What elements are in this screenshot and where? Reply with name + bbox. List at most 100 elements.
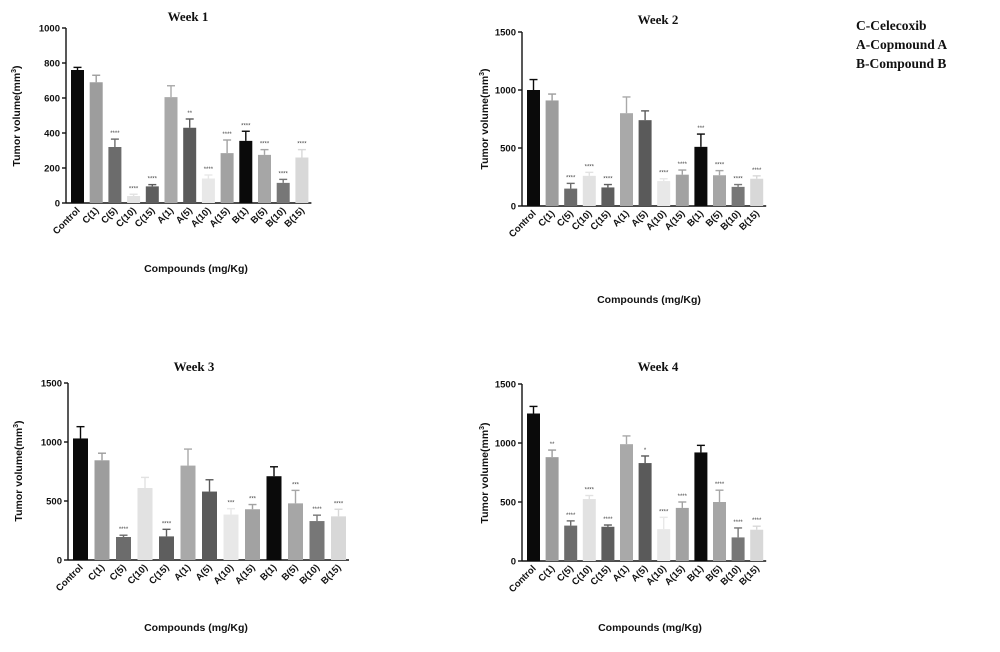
bar bbox=[694, 146, 708, 206]
x-tick-label: A(15) bbox=[208, 205, 233, 230]
y-axis-label-superscript: 3 bbox=[13, 424, 20, 428]
bar bbox=[657, 529, 671, 561]
y-tick-label: 1000 bbox=[39, 24, 60, 35]
x-tick-label: C(10) bbox=[570, 563, 595, 588]
significance-label: **** bbox=[204, 167, 214, 173]
legend-item-compound-a: A-Copmound A bbox=[856, 37, 948, 52]
y-axis-label-close: ) bbox=[479, 422, 491, 426]
y-axis-label: Tumor volume(mm3) bbox=[479, 68, 491, 169]
x-tick-label: Control bbox=[507, 563, 539, 595]
bar bbox=[164, 97, 178, 203]
bar bbox=[202, 491, 217, 560]
x-tick-label: Control bbox=[54, 562, 86, 594]
bar bbox=[223, 514, 239, 560]
significance-label: * bbox=[644, 448, 647, 454]
x-tick-label: C(1) bbox=[86, 562, 107, 583]
y-tick-label: 500 bbox=[500, 498, 516, 509]
x-tick-label: A(10) bbox=[189, 205, 214, 230]
y-axis-label-close: ) bbox=[11, 65, 23, 69]
y-tick-label: 500 bbox=[500, 144, 516, 155]
bar bbox=[276, 182, 290, 203]
y-axis-label-superscript: 3 bbox=[479, 72, 486, 76]
y-tick-label: 1000 bbox=[41, 438, 62, 449]
x-tick-label: A(10) bbox=[212, 562, 237, 587]
bar bbox=[108, 147, 122, 203]
bar bbox=[145, 186, 159, 203]
x-axis-label: Compounds (mg/Kg) bbox=[144, 263, 248, 275]
significance-label: **** bbox=[279, 171, 289, 177]
significance-label: **** bbox=[678, 494, 688, 500]
significance-label: **** bbox=[119, 527, 129, 533]
bar bbox=[159, 536, 174, 560]
bar bbox=[620, 444, 633, 561]
y-axis-label: Tumor volume(mm3) bbox=[13, 420, 25, 521]
significance-label: **** bbox=[733, 177, 743, 183]
significance-label: **** bbox=[241, 123, 251, 129]
significance-label: **** bbox=[162, 521, 172, 527]
x-tick-label: C(10) bbox=[570, 208, 595, 233]
significance-label: **** bbox=[603, 177, 613, 183]
x-tick-label: C(1) bbox=[80, 205, 101, 226]
significance-label: **** bbox=[678, 162, 688, 168]
x-tick-label: B(10) bbox=[719, 208, 744, 233]
x-tick-label: A(10) bbox=[644, 563, 669, 588]
bar bbox=[331, 516, 346, 560]
significance-label: *** bbox=[697, 126, 705, 132]
bar bbox=[750, 529, 764, 561]
bar bbox=[239, 140, 253, 203]
x-tick-label: A(1) bbox=[611, 563, 632, 584]
x-axis-label: Compounds (mg/Kg) bbox=[598, 622, 702, 634]
significance-label: *** bbox=[249, 497, 257, 503]
x-tick-label: B(1) bbox=[230, 205, 251, 226]
y-axis-label-text: Tumor volume(mm bbox=[11, 73, 23, 167]
bar bbox=[309, 521, 325, 560]
x-tick-label: A(15) bbox=[233, 562, 258, 587]
significance-label: **** bbox=[752, 518, 762, 524]
significance-label: **** bbox=[715, 163, 725, 169]
y-tick-label: 400 bbox=[44, 129, 60, 140]
x-tick-label: C(10) bbox=[126, 562, 151, 587]
legend-item-celecoxib: C-Celecoxib bbox=[856, 18, 927, 33]
legend-item-compound-b: B-Compound B bbox=[856, 56, 947, 71]
x-tick-label: C(1) bbox=[536, 208, 557, 229]
y-tick-label: 800 bbox=[44, 59, 60, 70]
bar bbox=[582, 175, 596, 206]
bar bbox=[675, 507, 689, 561]
bar bbox=[731, 186, 745, 206]
bar bbox=[601, 526, 615, 561]
x-tick-label: B(15) bbox=[282, 205, 307, 230]
bar bbox=[183, 127, 197, 203]
y-tick-label: 1500 bbox=[495, 380, 516, 391]
x-tick-label: C(15) bbox=[147, 562, 172, 587]
bar bbox=[258, 154, 271, 203]
bar bbox=[620, 113, 633, 206]
significance-label: **** bbox=[334, 501, 344, 507]
bar bbox=[694, 452, 708, 561]
x-tick-label: B(15) bbox=[319, 562, 344, 587]
x-tick-label: C(10) bbox=[114, 205, 139, 230]
bar bbox=[601, 187, 615, 206]
bar bbox=[137, 488, 153, 560]
bar bbox=[564, 525, 578, 561]
bar bbox=[116, 536, 131, 560]
y-axis-label-text: Tumor volume(mm bbox=[479, 430, 491, 524]
x-tick-label: B(1) bbox=[685, 208, 706, 229]
y-tick-label: 0 bbox=[511, 202, 516, 213]
bar bbox=[73, 438, 88, 560]
x-tick-label: B(10) bbox=[298, 562, 323, 587]
y-tick-label: 1500 bbox=[41, 379, 62, 390]
significance-label: *** bbox=[292, 482, 300, 488]
bar bbox=[295, 157, 309, 203]
significance-label: **** bbox=[659, 171, 669, 177]
significance-label: **** bbox=[260, 142, 270, 148]
chart-title: Week 3 bbox=[174, 359, 215, 374]
bar bbox=[288, 503, 303, 560]
significance-label: ** bbox=[187, 111, 192, 117]
chart-title: Week 1 bbox=[168, 9, 209, 24]
y-tick-label: 0 bbox=[55, 199, 60, 210]
y-axis-label-text: Tumor volume(mm bbox=[13, 428, 25, 522]
significance-label: **** bbox=[659, 509, 669, 515]
x-tick-label: Control bbox=[507, 208, 539, 240]
bar bbox=[94, 460, 110, 560]
x-tick-label: A(15) bbox=[663, 208, 688, 233]
